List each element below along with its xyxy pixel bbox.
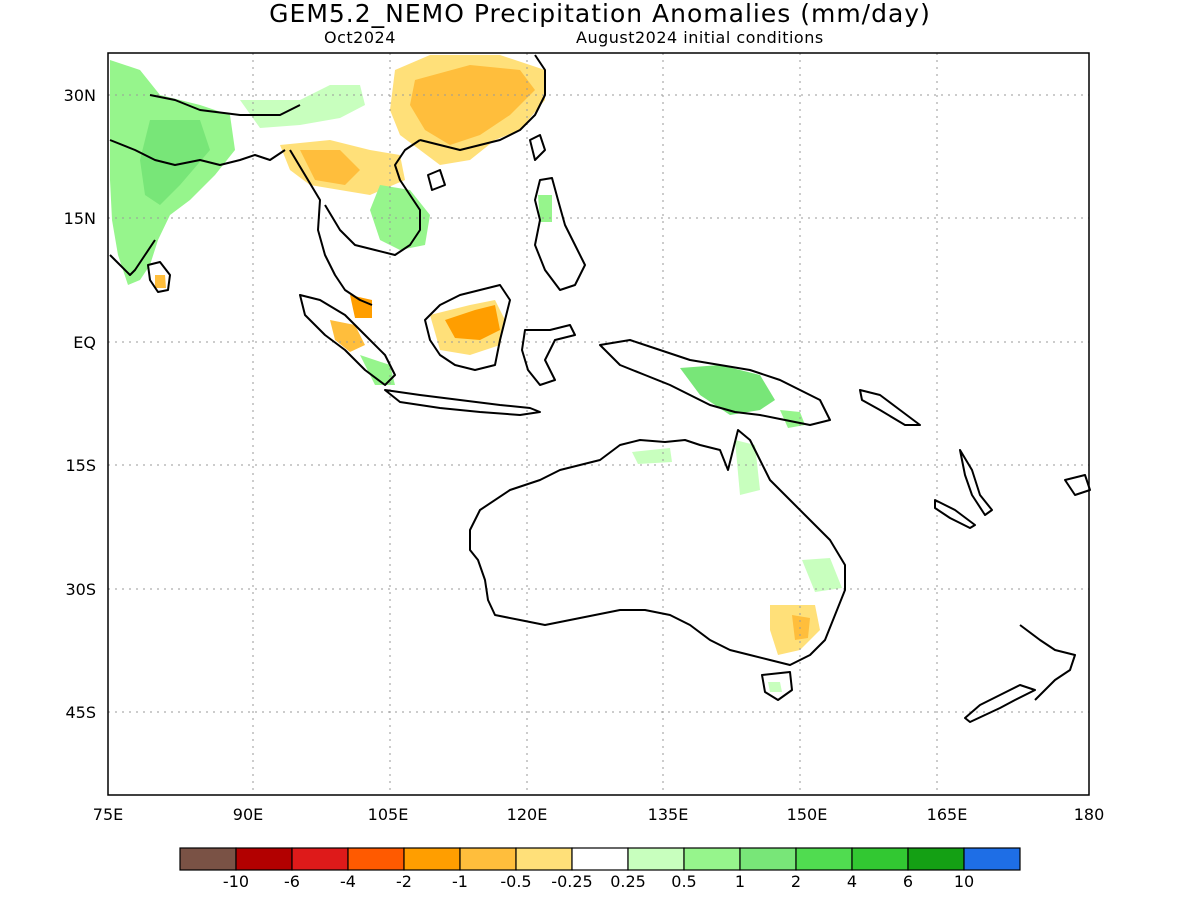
colorbar-box — [627, 847, 685, 871]
colorbar-label: 4 — [847, 872, 857, 891]
colorbar-label: 10 — [954, 872, 974, 891]
anomaly-dry-indochina-core — [300, 150, 360, 185]
colorbar-box — [571, 847, 629, 871]
anomaly-wet-philippines — [538, 195, 552, 222]
coast-china-south — [419, 54, 546, 151]
anomaly-dry-srilanka — [155, 275, 166, 288]
colorbar-boxes — [179, 847, 1021, 871]
anomaly-wet-north-aus — [632, 448, 672, 464]
colorbar-label: -0.5 — [500, 872, 531, 891]
colorbar-label: 0.5 — [671, 872, 696, 891]
colorbar-label: 2 — [791, 872, 801, 891]
anomaly-dry-borneo-core — [445, 305, 500, 340]
colorbar-box — [179, 847, 237, 871]
coast-borneo — [424, 284, 511, 371]
anomaly-dry-nsw-core — [792, 615, 810, 640]
anomaly-dry-china-core — [410, 65, 535, 145]
colorbar-label: 1 — [735, 872, 745, 891]
coast-indochina — [289, 139, 421, 306]
coastlines — [109, 54, 1091, 723]
coast-nz-south — [964, 684, 1036, 723]
coast-solomons — [859, 389, 921, 426]
coast-tasmania — [761, 671, 793, 701]
anomaly-wet-newguinea — [680, 365, 775, 415]
colorbar-box — [683, 847, 741, 871]
anomaly-dry-sumatra — [330, 320, 365, 352]
anomaly-wet-tibet — [240, 85, 365, 128]
colorbar-box — [291, 847, 349, 871]
anomaly-dry-malay — [350, 295, 372, 318]
anomaly-shading — [110, 55, 842, 692]
colorbar-box — [907, 847, 965, 871]
coast-vanuatu — [959, 449, 993, 516]
lon-label: 90E — [233, 805, 263, 824]
lon-label: 135E — [648, 805, 689, 824]
lat-label: EQ — [73, 333, 96, 352]
colorbar-box — [851, 847, 909, 871]
coast-australia — [469, 429, 846, 666]
coast-newcaledonia — [934, 499, 976, 529]
colorbar-box — [459, 847, 517, 871]
lat-label: 30S — [65, 580, 96, 599]
valid-month-label: Oct2024 — [324, 28, 396, 47]
anomaly-wet-qld — [802, 558, 842, 592]
colorbar-box — [515, 847, 573, 871]
colorbar-labels: -10 -6 -4 -2 -1 -0.5 -0.25 0.25 0.5 1 2 4 6 10 — [223, 872, 974, 891]
lat-label: 15S — [65, 456, 96, 475]
colorbar-box — [795, 847, 853, 871]
coast-newguinea — [599, 339, 831, 426]
colorbar-box — [963, 847, 1021, 871]
lat-label: 15N — [64, 209, 96, 228]
colorbar-box — [347, 847, 405, 871]
lon-label: 165E — [927, 805, 968, 824]
coast-fiji — [1064, 474, 1091, 496]
coast-sulawesi — [521, 324, 576, 386]
map-frame — [107, 52, 1090, 796]
lon-label: 180 — [1074, 805, 1105, 824]
coast-nz-north — [1019, 624, 1076, 701]
colorbar-box — [739, 847, 797, 871]
coast-himalaya — [149, 94, 301, 116]
chart-title: GEM5.2_NEMO Precipitation Anomalies (mm/… — [269, 0, 931, 28]
latitude-labels: 30N 15N EQ 15S 30S 45S — [64, 86, 96, 722]
coast-philippines — [534, 177, 586, 291]
lon-label: 105E — [368, 805, 409, 824]
anomaly-wet-java — [360, 355, 395, 385]
coast-india-east — [109, 139, 286, 166]
coast-srilanka — [147, 261, 171, 293]
coast-taiwan — [529, 134, 546, 161]
coast-sumatra — [299, 294, 396, 386]
colorbar-label: -0.25 — [551, 872, 592, 891]
anomaly-wet-tasmania — [768, 682, 782, 692]
anomaly-wet-india-core — [140, 120, 210, 205]
anomaly-wet-cape-york — [735, 440, 760, 495]
coast-java — [384, 389, 541, 416]
colorbar-label: -6 — [284, 872, 300, 891]
lat-label: 30N — [64, 86, 96, 105]
colorbar-label: -1 — [452, 872, 468, 891]
colorbar-box — [403, 847, 461, 871]
colorbar-box — [235, 847, 293, 871]
longitude-labels: 75E 90E 105E 120E 135E 150E 165E 180 — [93, 805, 1105, 824]
coast-india-south — [109, 239, 156, 276]
lon-label: 120E — [507, 805, 548, 824]
colorbar-label: -2 — [396, 872, 412, 891]
lat-label: 45S — [65, 703, 96, 722]
coast-hainan — [427, 169, 446, 191]
lon-label: 150E — [787, 805, 828, 824]
colorbar-label: 0.25 — [610, 872, 646, 891]
colorbar-label: -10 — [223, 872, 249, 891]
colorbar-label: -4 — [340, 872, 356, 891]
lon-label: 75E — [93, 805, 123, 824]
colorbar-label: 6 — [903, 872, 913, 891]
init-conditions-label: August2024 initial conditions — [576, 28, 824, 47]
